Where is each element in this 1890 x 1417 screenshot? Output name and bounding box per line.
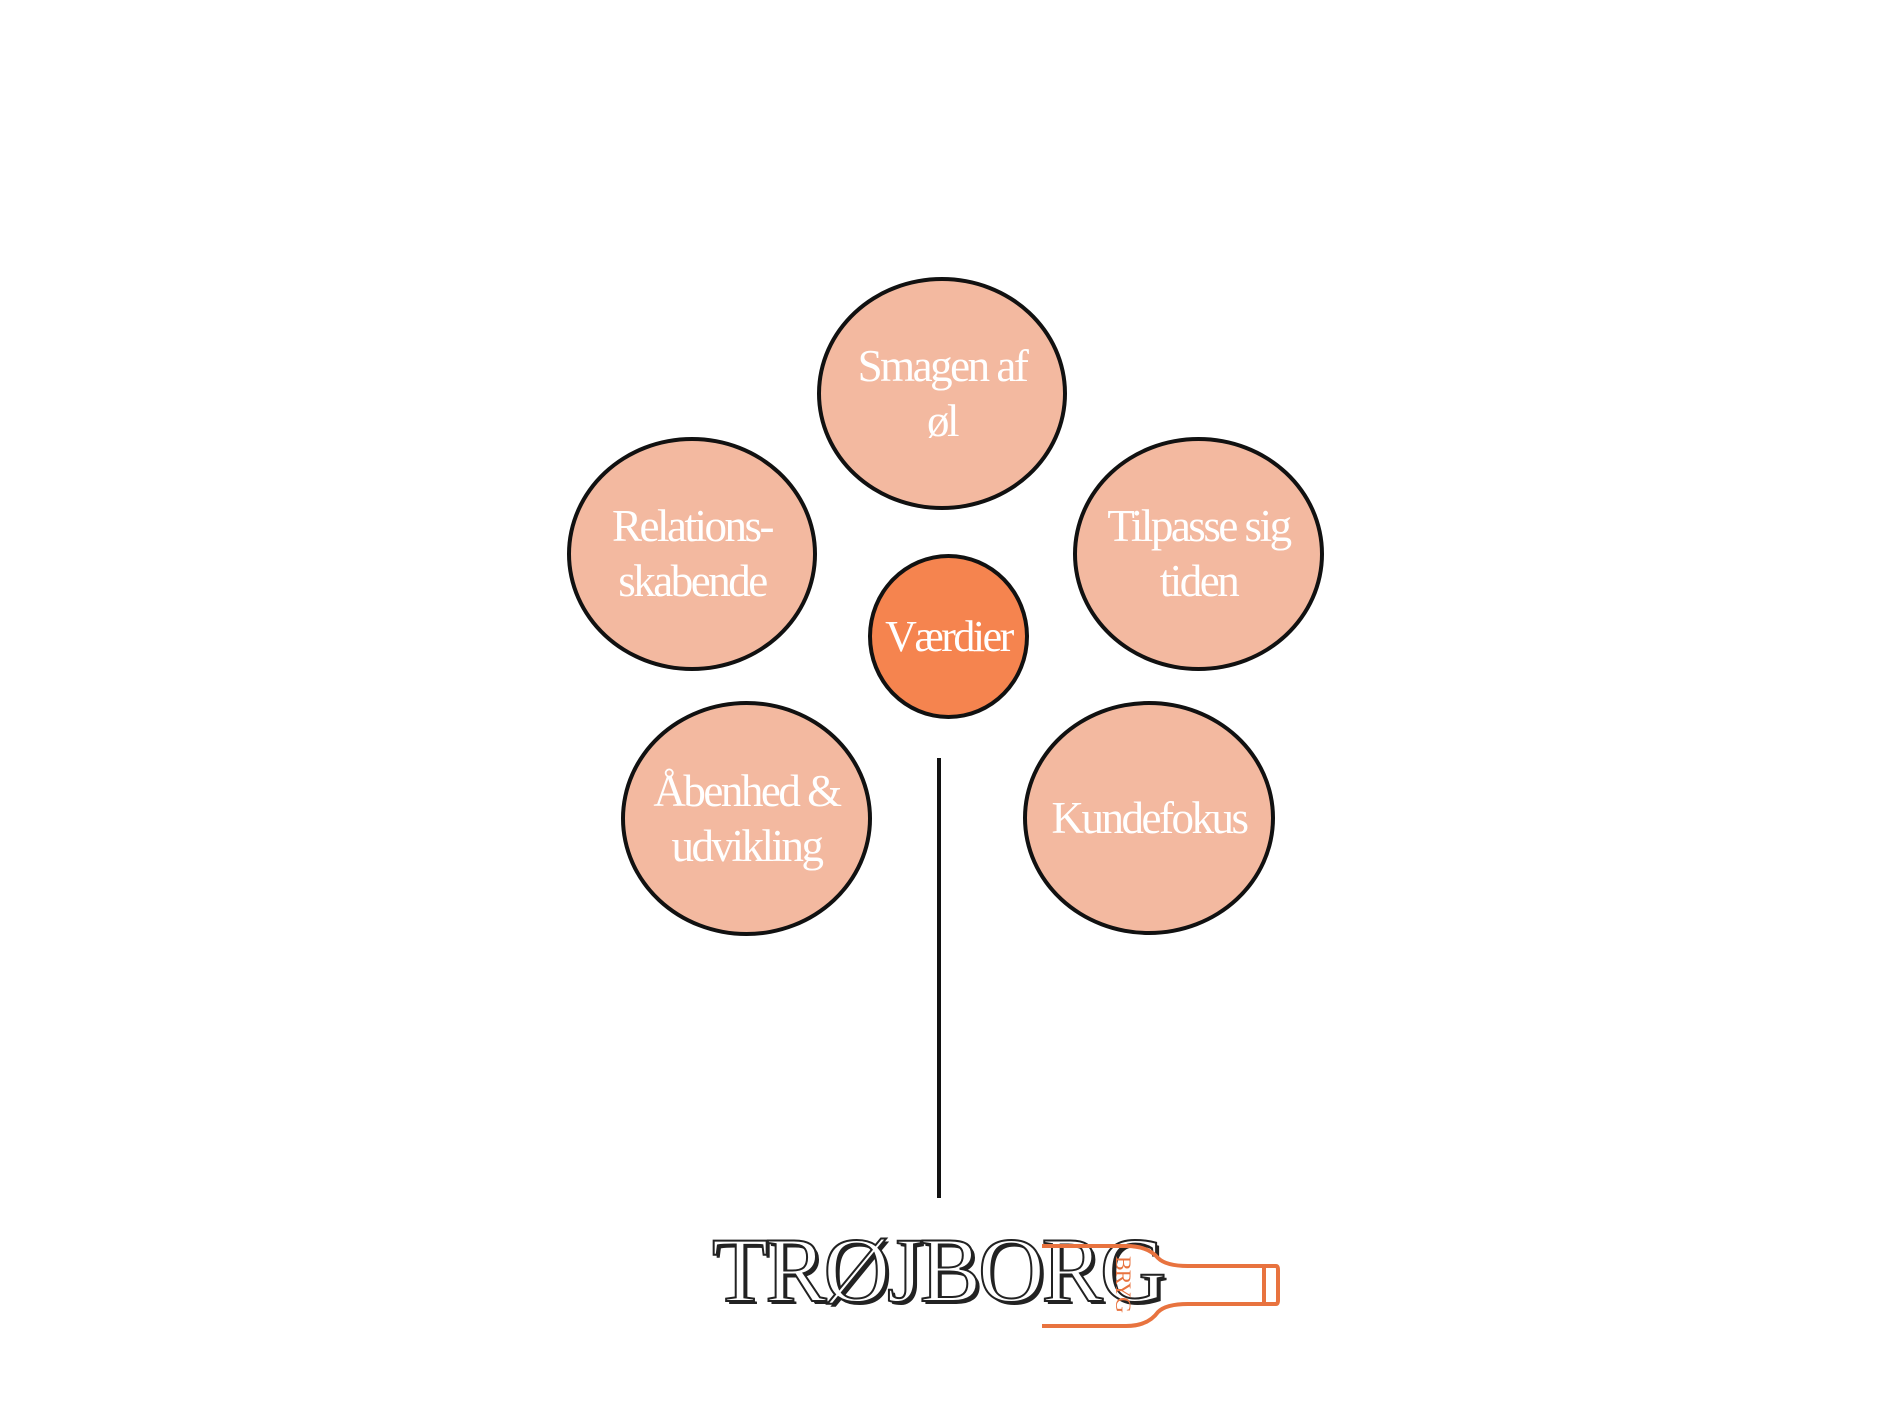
logo-sub: BRYG	[1111, 1256, 1136, 1313]
petal-top: Smagen af øl	[817, 277, 1067, 510]
petal-upper-right-text: Tilpasse sig tiden	[1107, 499, 1289, 609]
petal-upper-right-line-1: Tilpasse sig	[1107, 499, 1289, 554]
petal-top-line-1: Smagen af	[858, 339, 1027, 394]
petal-lower-right: Kundefokus	[1023, 701, 1275, 935]
petal-top-line-2: øl	[858, 394, 1027, 449]
center-label: Værdier	[885, 611, 1012, 662]
petal-upper-left: Relations- skabende	[567, 437, 817, 671]
petal-lower-left-line-1: Åbenhed &	[653, 764, 839, 819]
petal-lower-right-text: Kundefokus	[1052, 791, 1247, 846]
petal-lower-left: Åbenhed & udvikling	[621, 701, 872, 936]
beer-bottle-icon: BRYG	[1040, 1236, 1280, 1336]
petal-lower-left-line-2: udvikling	[653, 819, 839, 874]
petal-lower-right-line-1: Kundefokus	[1052, 791, 1247, 846]
center-circle: Værdier	[868, 554, 1029, 719]
flower-stem	[937, 758, 941, 1198]
petal-upper-right-line-2: tiden	[1107, 554, 1289, 609]
petal-upper-right: Tilpasse sig tiden	[1073, 437, 1324, 671]
petal-upper-left-line-1: Relations-	[612, 499, 772, 554]
petal-top-text: Smagen af øl	[858, 339, 1027, 449]
trojborg-bryg-logo: TRØJBORG BRYG	[700, 1220, 1280, 1340]
petal-upper-left-text: Relations- skabende	[612, 499, 772, 609]
petal-upper-left-line-2: skabende	[612, 554, 772, 609]
petal-lower-left-text: Åbenhed & udvikling	[653, 764, 839, 874]
